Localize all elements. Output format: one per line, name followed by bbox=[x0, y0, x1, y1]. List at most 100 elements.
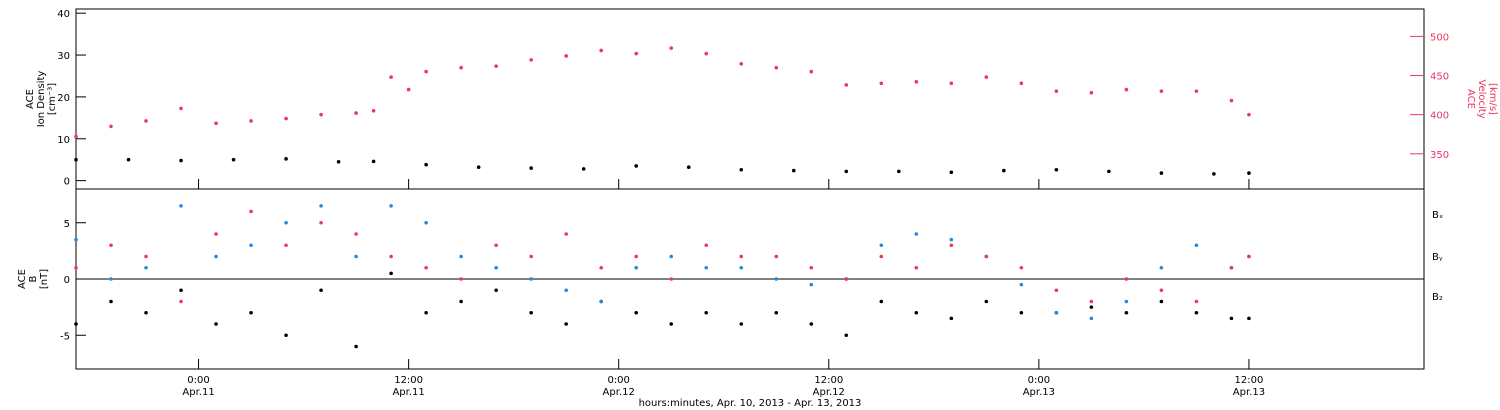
density-point bbox=[126, 157, 131, 162]
bz-point bbox=[494, 243, 498, 248]
density-point bbox=[336, 159, 341, 164]
magnetic-field-points bbox=[74, 204, 1251, 349]
velocity-ytick-label: 500 bbox=[1430, 32, 1449, 43]
bfield-ytick-label: 0 bbox=[64, 275, 70, 286]
by-point bbox=[319, 204, 323, 208]
bz-point bbox=[424, 265, 428, 270]
bz-point bbox=[564, 232, 568, 236]
bx-point bbox=[529, 310, 533, 315]
velocity-point bbox=[599, 48, 603, 53]
velocity-point bbox=[494, 64, 498, 68]
by-point bbox=[914, 232, 919, 236]
density-point bbox=[1002, 168, 1006, 173]
by-point bbox=[879, 243, 884, 248]
time-tick-date: Apr.12 bbox=[813, 387, 845, 398]
bz-point bbox=[809, 265, 814, 270]
time-tick-date: Apr.13 bbox=[1233, 387, 1265, 398]
by-point bbox=[669, 254, 674, 259]
density-point bbox=[179, 158, 183, 163]
bx-point bbox=[669, 322, 674, 326]
density-point bbox=[1054, 167, 1059, 172]
bz-point bbox=[459, 277, 463, 281]
density-point bbox=[739, 167, 744, 172]
bz-point bbox=[669, 277, 674, 281]
density-left-axis: 0 10 20 30 40 bbox=[57, 9, 86, 188]
time-tick-date: Apr.11 bbox=[182, 387, 214, 398]
time-tick-date: Apr.12 bbox=[603, 387, 635, 398]
by-point bbox=[1089, 316, 1094, 321]
velocity-point bbox=[74, 134, 78, 139]
density-point bbox=[949, 170, 954, 175]
bx-point bbox=[74, 322, 78, 326]
time-tick-label: 0:00 bbox=[1028, 375, 1050, 386]
bx-point bbox=[1159, 299, 1164, 304]
velocity-point bbox=[739, 61, 744, 66]
density-point bbox=[634, 164, 639, 168]
density-ylabel-line3: [cm⁻³] bbox=[47, 83, 58, 115]
x-axis-label: hours:minutes, Apr. 10, 2013 - Apr. 13, … bbox=[639, 398, 862, 409]
time-tick-label: 12:00 bbox=[814, 375, 843, 386]
legend-bx: Bₓ bbox=[1432, 210, 1443, 221]
time-tick-label: 0:00 bbox=[607, 375, 629, 386]
velocity-point bbox=[949, 81, 954, 86]
density-point bbox=[1107, 169, 1111, 174]
legend-by: Bᵧ bbox=[1432, 252, 1443, 263]
bx-point bbox=[844, 333, 849, 338]
by-point bbox=[144, 265, 148, 270]
bz-point bbox=[1247, 254, 1251, 259]
bx-point bbox=[319, 288, 323, 293]
bx-point bbox=[214, 322, 218, 326]
time-tick-label: 0:00 bbox=[187, 375, 209, 386]
bx-point bbox=[704, 310, 709, 315]
density-point bbox=[231, 157, 236, 162]
bz-point bbox=[1229, 265, 1234, 270]
bx-point bbox=[1124, 310, 1129, 315]
velocity-point bbox=[389, 75, 393, 79]
time-tick-date: Apr.11 bbox=[392, 387, 424, 398]
bz-point bbox=[704, 243, 709, 248]
by-point bbox=[564, 288, 568, 293]
bz-point bbox=[389, 254, 393, 259]
bfield-ytick-label: 5 bbox=[64, 219, 70, 230]
by-point bbox=[774, 277, 779, 281]
velocity-point bbox=[424, 69, 428, 74]
density-point bbox=[897, 169, 901, 174]
bz-point bbox=[634, 254, 639, 259]
velocity-point bbox=[354, 111, 358, 115]
bx-point bbox=[564, 322, 568, 326]
bz-point bbox=[1019, 265, 1024, 270]
density-point bbox=[371, 159, 376, 164]
legend-bz: B₂ bbox=[1432, 292, 1443, 303]
by-point bbox=[284, 220, 288, 225]
velocity-point bbox=[529, 58, 533, 62]
bx-point bbox=[1247, 316, 1251, 321]
velocity-point bbox=[1229, 98, 1234, 103]
density-point bbox=[844, 169, 849, 174]
velocity-ylabel-line1: ACE bbox=[1465, 89, 1476, 109]
bz-point bbox=[844, 277, 849, 281]
by-point bbox=[1054, 310, 1059, 315]
density-ylabel-line2: Ion Density bbox=[36, 71, 47, 128]
bz-point bbox=[774, 254, 779, 259]
velocity-ytick-label: 400 bbox=[1430, 111, 1449, 122]
bx-point bbox=[459, 299, 463, 304]
bx-point bbox=[424, 310, 428, 315]
velocity-point bbox=[371, 108, 376, 113]
bz-point bbox=[284, 243, 288, 248]
velocity-point bbox=[809, 69, 814, 74]
density-ytick-label: 20 bbox=[57, 93, 70, 104]
by-point bbox=[1194, 243, 1199, 248]
velocity-ytick-label: 350 bbox=[1430, 150, 1449, 161]
velocity-point bbox=[879, 81, 884, 86]
velocity-point bbox=[564, 54, 568, 58]
density-velocity-panel-frame bbox=[75, 8, 1425, 190]
by-point bbox=[389, 204, 393, 208]
by-point bbox=[179, 204, 183, 208]
bz-point bbox=[914, 265, 919, 270]
by-point bbox=[809, 282, 814, 287]
bz-point bbox=[599, 265, 603, 270]
by-point bbox=[1019, 282, 1024, 287]
bx-point bbox=[249, 310, 253, 315]
bx-point bbox=[1229, 316, 1234, 321]
